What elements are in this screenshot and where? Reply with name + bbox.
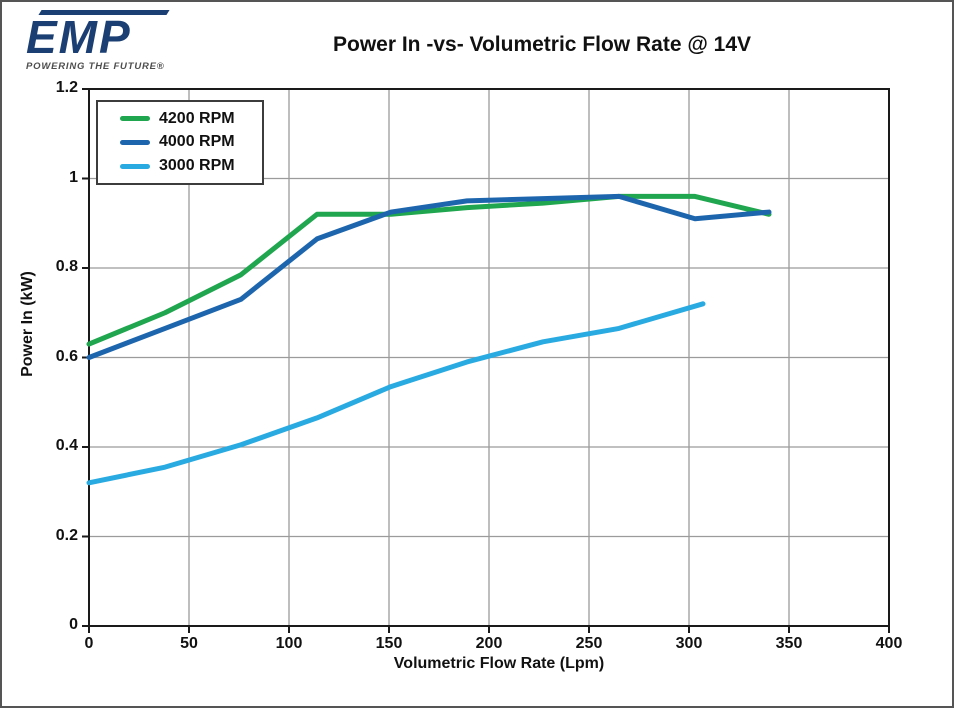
legend-item: 4000 RPM <box>120 133 256 151</box>
x-tick-label: 400 <box>875 635 903 652</box>
y-tick-label: 0.4 <box>55 437 78 455</box>
y-tick-label: 0.6 <box>55 347 78 365</box>
series-line-3000-rpm <box>86 301 706 486</box>
x-tick-label: 250 <box>575 635 603 652</box>
legend-line-swatch <box>120 139 150 145</box>
emp-logo: EMP POWERING THE FUTURE® <box>26 10 176 72</box>
legend-item: 4200 RPM <box>120 110 256 128</box>
x-tick-label: 300 <box>675 635 703 652</box>
x-tick-label: 350 <box>775 635 803 652</box>
legend-label: 3000 RPM <box>159 157 235 175</box>
legend-line-swatch <box>120 163 150 169</box>
series-line-4200-rpm <box>86 193 772 347</box>
x-tick-label: 150 <box>375 635 403 652</box>
series-line-4000-rpm <box>86 193 772 360</box>
legend: 4200 RPM 4000 RPM 3000 RPM <box>96 100 264 185</box>
y-tick-label: 1 <box>69 168 78 186</box>
x-tick-label: 200 <box>475 635 503 652</box>
legend-label: 4000 RPM <box>159 133 235 151</box>
legend-line-swatch <box>120 116 150 122</box>
legend-label: 4200 RPM <box>159 109 235 127</box>
logo-text: EMP <box>26 11 132 63</box>
y-tick-label: 0.8 <box>55 258 78 276</box>
x-tick-label: 50 <box>180 635 198 652</box>
y-tick-label: 0 <box>69 616 78 634</box>
x-tick-label: 0 <box>84 635 94 652</box>
legend-item: 3000 RPM <box>120 157 256 175</box>
y-tick-label: 1.2 <box>55 79 78 97</box>
x-axis-title: Volumetric Flow Rate (Lpm) <box>393 655 605 672</box>
x-tick-label: 100 <box>275 635 303 652</box>
y-tick-label: 0.2 <box>55 526 78 544</box>
logo-tagline: POWERING THE FUTURE® <box>26 61 165 73</box>
chart-title: Power In -vs- Volumetric Flow Rate @ 14V <box>332 33 752 56</box>
